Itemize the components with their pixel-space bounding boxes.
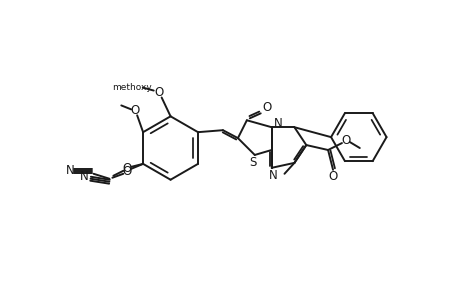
Text: S: S [249, 156, 256, 170]
Text: O: O [341, 134, 350, 147]
Text: O: O [154, 86, 163, 99]
Text: N: N [80, 170, 89, 183]
Text: O: O [262, 101, 271, 114]
Text: N: N [269, 169, 277, 182]
Text: O: O [123, 162, 132, 175]
Text: N: N [274, 117, 282, 130]
Text: methoxy: methoxy [112, 83, 151, 92]
Text: N: N [65, 164, 74, 177]
Text: O: O [130, 104, 140, 117]
Text: O: O [328, 170, 337, 183]
Text: O: O [123, 165, 132, 178]
